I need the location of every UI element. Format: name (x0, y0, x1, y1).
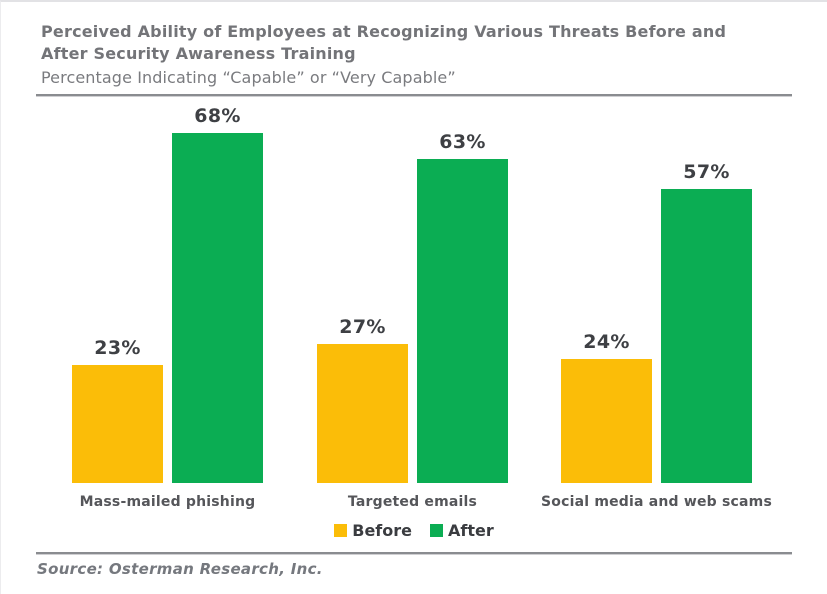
chart-title-line1: Perceived Ability of Employees at Recogn… (41, 22, 727, 41)
legend-swatch-after (430, 524, 443, 537)
legend-label-before: Before (352, 521, 412, 540)
footer-divider (36, 552, 792, 555)
category-label-social-media-and-web-scams: Social media and web scams (541, 494, 772, 510)
source-text: Source: Osterman Research, Inc. (37, 560, 323, 578)
category-label-mass-mailed-phishing: Mass-mailed phishing (79, 494, 256, 510)
bar-before-mass-mailed-phishing (72, 365, 163, 483)
legend-item-before: Before (334, 521, 412, 540)
bar-after-targeted-emails (417, 159, 508, 483)
header-divider (36, 94, 792, 97)
bar-after-social-media-and-web-scams (661, 189, 752, 483)
bar-value-label-after-targeted-emails: 63% (439, 131, 486, 153)
chart-title: Perceived Ability of Employees at Recogn… (41, 21, 726, 65)
legend-item-after: After (430, 521, 494, 540)
bar-before-targeted-emails (317, 344, 408, 483)
bar-value-label-before-mass-mailed-phishing: 23% (94, 337, 141, 359)
legend-label-after: After (448, 521, 494, 540)
bar-after-mass-mailed-phishing (172, 133, 263, 483)
bar-value-label-before-targeted-emails: 27% (339, 316, 386, 338)
chart-legend: Before After (1, 521, 827, 540)
bar-before-social-media-and-web-scams (561, 359, 652, 483)
legend-swatch-before (334, 524, 348, 537)
bar-value-label-after-social-media-and-web-scams: 57% (683, 161, 730, 183)
chart-title-line2: After Security Awareness Training (41, 44, 356, 63)
chart-subtitle: Percentage Indicating “Capable” or “Very… (41, 68, 456, 87)
bar-value-label-after-mass-mailed-phishing: 68% (194, 105, 241, 127)
bar-value-label-before-social-media-and-web-scams: 24% (583, 331, 630, 353)
category-label-targeted-emails: Targeted emails (347, 494, 478, 510)
